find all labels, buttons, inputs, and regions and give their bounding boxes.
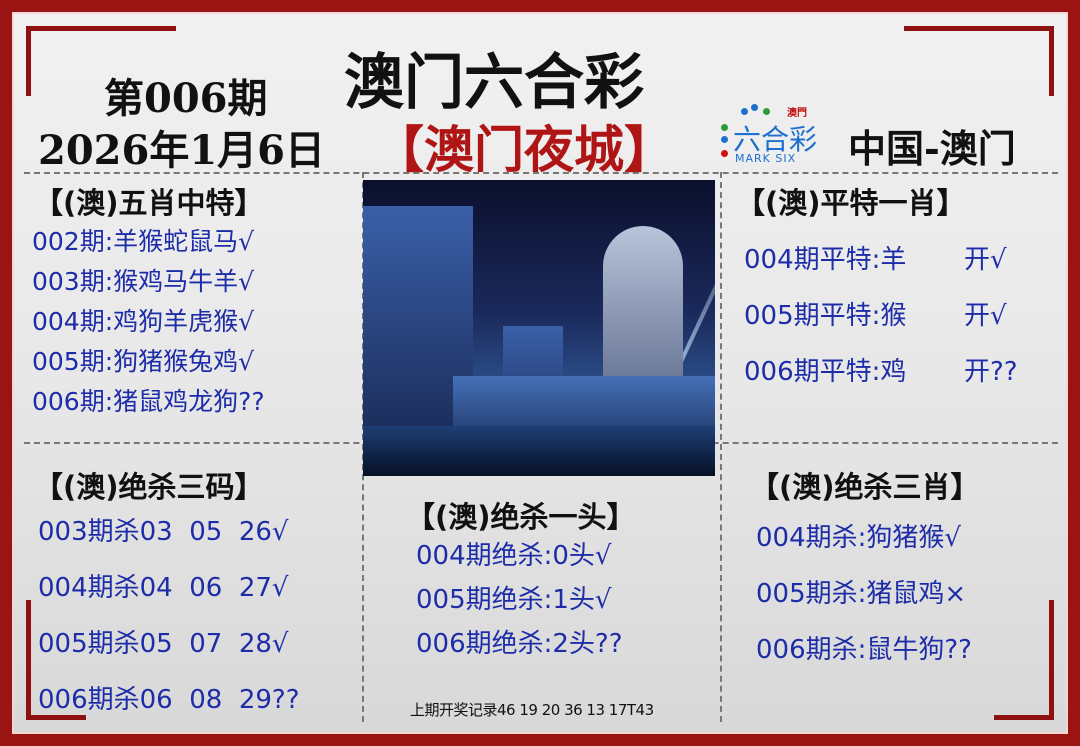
list-item: 004期杀04 06 27√ <box>38 573 289 603</box>
kill-one-head-title: 【(澳)绝杀一头】 <box>406 500 636 534</box>
list-item: 006期平特:鸡 开?? <box>744 357 1018 387</box>
five-zodiac-title: 【(澳)五肖中特】 <box>34 186 264 220</box>
list-item: 004期绝杀:0头√ <box>416 541 612 571</box>
list-item: 004期平特:羊 开√ <box>744 245 1007 275</box>
list-item: 004期杀:狗猪猴√ <box>756 523 961 553</box>
list-item: 006期绝杀:2头?? <box>416 629 623 659</box>
kill-three-codes-title: 【(澳)绝杀三码】 <box>34 470 264 504</box>
list-item: 005期平特:猴 开√ <box>744 301 1007 331</box>
list-item: 006期杀:鼠牛狗?? <box>756 635 972 665</box>
list-item: 006期:猪鼠鸡龙狗?? <box>32 387 265 416</box>
flat-special-title: 【(澳)平特一肖】 <box>736 186 966 220</box>
region-label: 中国-澳门 <box>848 126 1016 171</box>
issue-date: 2026年1月6日 <box>38 127 325 174</box>
list-item: 005期:狗猪猴兔鸡√ <box>32 347 255 376</box>
last-draw-record: 上期开奖记录46 19 20 36 13 17T43 <box>410 701 654 719</box>
fret-ornament <box>994 600 1054 720</box>
issue-number: 第006期 <box>104 75 268 122</box>
macau-night-photo <box>363 180 715 476</box>
kill-three-zodiac-title: 【(澳)绝杀三肖】 <box>750 470 980 504</box>
page-title: 澳门六合彩 <box>344 48 644 118</box>
divider <box>24 172 1058 174</box>
fret-ornament <box>904 26 1054 96</box>
subtitle: 【澳门夜城】 <box>374 120 674 179</box>
fret-ornament <box>26 600 86 720</box>
mark-six-logo: 澳門 六合彩 MARK SIX <box>719 104 829 169</box>
list-item: 006期杀06 08 29?? <box>38 685 300 715</box>
kill-three-codes-list: 003期杀03 05 26√ 004期杀04 06 27√ 005期杀05 07… <box>38 504 300 728</box>
fret-ornament <box>26 26 176 96</box>
list-item: 003期:猴鸡马牛羊√ <box>32 267 255 296</box>
list-item: 005期杀:猪鼠鸡× <box>756 579 967 609</box>
list-item: 003期杀03 05 26√ <box>38 517 289 547</box>
five-zodiac-list: 002期:羊猴蛇鼠马√ 003期:猴鸡马牛羊√ 004期:鸡狗羊虎猴√ 005期… <box>32 222 265 422</box>
kill-one-head-list: 004期绝杀:0头√ 005期绝杀:1头√ 006期绝杀:2头?? <box>416 534 623 666</box>
flat-special-list: 004期平特:羊 开√ 005期平特:猴 开√ 006期平特:鸡 开?? <box>744 232 1018 400</box>
list-item: 005期绝杀:1头√ <box>416 585 612 615</box>
list-item: 002期:羊猴蛇鼠马√ <box>32 227 255 256</box>
divider <box>720 172 722 722</box>
kill-three-zodiac-list: 004期杀:狗猪猴√ 005期杀:猪鼠鸡× 006期杀:鼠牛狗?? <box>756 510 972 678</box>
list-item: 005期杀05 07 28√ <box>38 629 289 659</box>
list-item: 004期:鸡狗羊虎猴√ <box>32 307 255 336</box>
poster: 澳门六合彩 第006期 2026年1月6日 【澳门夜城】 澳門 六合彩 MARK… <box>12 12 1068 734</box>
